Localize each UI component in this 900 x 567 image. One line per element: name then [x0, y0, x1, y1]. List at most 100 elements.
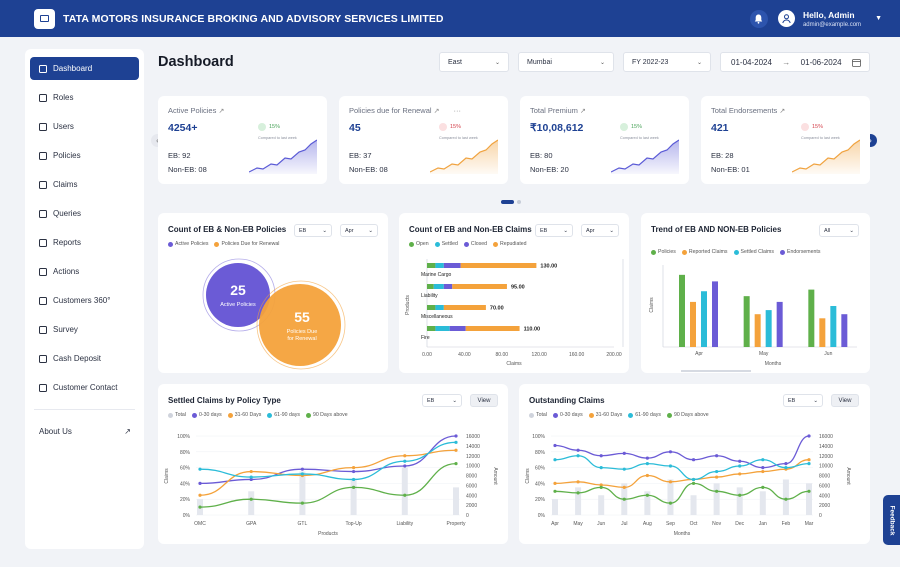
point-31-60-days-gpa[interactable]	[249, 469, 253, 474]
bar-liability-repudiated[interactable]	[452, 284, 507, 289]
city-select[interactable]: Mumbai ⌄	[518, 52, 614, 72]
point-31-60-days-nov[interactable]	[715, 475, 719, 479]
sidebar-item-queries[interactable]: Queries	[30, 202, 139, 225]
series-line-31-60-days[interactable]	[554, 459, 810, 489]
month-select[interactable]: Apr ⌄	[581, 224, 619, 237]
eb-select[interactable]: EB ⌄	[783, 394, 823, 407]
point-61-90-days-may[interactable]	[576, 454, 580, 458]
sidebar-item-users[interactable]: Users	[30, 115, 139, 138]
point-61-90-days-apr[interactable]	[553, 458, 557, 462]
series-line-0-30-days[interactable]	[554, 435, 810, 469]
point-61-90-days-jan[interactable]	[761, 458, 765, 462]
point-31-60-days-top-up[interactable]	[352, 466, 356, 470]
financial-year-select[interactable]: FY 2022-23 ⌄	[623, 52, 711, 72]
point-31-60-days-dec[interactable]	[738, 472, 742, 476]
point-90-days-above-dec[interactable]	[738, 493, 742, 497]
sidebar-item-actions[interactable]: Actions	[30, 260, 139, 283]
point-31-60-days-omc[interactable]	[198, 493, 202, 497]
point-61-90-days-jul[interactable]	[622, 467, 626, 471]
point-61-90-days-gtl[interactable]	[300, 472, 304, 476]
point-61-90-days-gpa[interactable]	[249, 475, 253, 479]
sidebar-item-cash-deposit[interactable]: Cash Deposit	[30, 347, 139, 370]
total-bar-feb[interactable]	[782, 479, 789, 515]
point-90-days-above-jul[interactable]	[622, 497, 626, 501]
month-select[interactable]: Apr ⌄	[340, 224, 378, 237]
point-31-60-days-jan[interactable]	[761, 469, 765, 474]
point-90-days-above-oct[interactable]	[691, 481, 696, 485]
point-90-days-above-may[interactable]	[576, 491, 580, 495]
sidebar-item-customers-360[interactable]: Customers 360°	[30, 289, 139, 312]
point-0-30-days-jul[interactable]	[622, 451, 626, 455]
point-0-30-days-nov[interactable]	[715, 454, 719, 458]
total-bar-jan[interactable]	[759, 491, 766, 515]
point-90-days-above-liability[interactable]	[403, 493, 407, 497]
total-bar-gtl[interactable]	[299, 471, 306, 515]
point-0-30-days-gtl[interactable]	[300, 467, 304, 471]
point-61-90-days-dec[interactable]	[738, 464, 742, 468]
bar-apr-endorsements[interactable]	[712, 281, 718, 347]
total-bar-dec[interactable]	[736, 487, 743, 515]
point-61-90-days-sep[interactable]	[668, 464, 673, 468]
point-31-60-days-may[interactable]	[576, 480, 580, 484]
point-61-90-days-feb[interactable]	[784, 466, 788, 470]
point-0-30-days-jun[interactable]	[599, 454, 603, 458]
point-90-days-above-apr[interactable]	[553, 489, 557, 493]
sidebar-item-roles[interactable]: Roles	[30, 86, 139, 109]
kpi-card-active-policies[interactable]: Active Policies ↗ 4254+ 15% Compared to las…	[158, 96, 327, 184]
notification-bell-icon[interactable]	[749, 9, 768, 28]
external-link-icon[interactable]: ↗	[433, 108, 440, 115]
bar-jun-policies[interactable]	[808, 289, 815, 347]
point-90-days-above-top-up[interactable]	[352, 485, 356, 489]
point-0-30-days-feb[interactable]	[784, 462, 788, 466]
sidebar-item-customer-contact[interactable]: Customer Contact	[30, 376, 139, 399]
user-avatar-icon[interactable]	[777, 10, 795, 27]
bar-jun-endorsements[interactable]	[841, 314, 848, 347]
series-line-31-60-days[interactable]	[199, 449, 457, 496]
series-line-90-days-above[interactable]	[554, 482, 810, 504]
point-31-60-days-property[interactable]	[454, 448, 458, 452]
point-0-30-days-property[interactable]	[454, 434, 458, 438]
total-bar-top-up[interactable]	[350, 479, 357, 515]
sidebar-item-dashboard[interactable]: Dashboard	[30, 57, 139, 80]
bar-jun-reported-claims[interactable]	[819, 318, 826, 347]
bar-may-endorsements[interactable]	[776, 301, 783, 347]
sidebar-item-policies[interactable]: Policies	[30, 144, 139, 167]
external-link-icon[interactable]: ↗	[218, 108, 225, 115]
bar-may-policies[interactable]	[743, 296, 750, 347]
bar-apr-policies[interactable]	[679, 274, 685, 347]
bar-miscellaneous-open[interactable]	[427, 305, 436, 310]
bar-marine-cargo-settled[interactable]	[435, 263, 444, 268]
user-menu-chevron-icon[interactable]: ▼	[875, 15, 882, 22]
total-bar-nov[interactable]	[713, 483, 720, 515]
bar-liability-closed[interactable]	[443, 284, 453, 289]
total-bar-jun[interactable]	[598, 495, 605, 515]
carousel-dot[interactable]	[517, 200, 521, 204]
total-bar-liability[interactable]	[401, 467, 408, 515]
point-0-30-days-dec[interactable]	[738, 459, 742, 463]
bar-fire-open[interactable]	[427, 326, 436, 331]
sidebar-item-reports[interactable]: Reports	[30, 231, 139, 254]
point-90-days-above-omc[interactable]	[198, 505, 202, 509]
bar-liability-open[interactable]	[427, 284, 434, 289]
point-0-30-days-oct[interactable]	[691, 458, 696, 462]
point-61-90-days-nov[interactable]	[715, 469, 719, 474]
point-31-60-days-jul[interactable]	[622, 485, 626, 489]
total-bar-may[interactable]	[575, 487, 582, 515]
bar-fire-closed[interactable]	[449, 326, 466, 331]
bar-marine-cargo-closed[interactable]	[443, 263, 461, 268]
app-logo-icon[interactable]	[34, 8, 55, 29]
more-icon[interactable]: ···	[453, 106, 462, 115]
bar-apr-settled-claims[interactable]	[701, 291, 707, 347]
sidebar-item-survey[interactable]: Survey	[30, 318, 139, 341]
series-line-61-90-days[interactable]	[199, 441, 457, 481]
total-bar-oct[interactable]	[690, 495, 697, 515]
point-31-60-days-jun[interactable]	[599, 483, 603, 487]
point-0-30-days-liability[interactable]	[403, 464, 407, 468]
point-0-30-days-top-up[interactable]	[352, 469, 356, 474]
point-31-60-days-mar[interactable]	[807, 458, 811, 462]
point-61-90-days-omc[interactable]	[198, 467, 202, 471]
point-0-30-days-gpa[interactable]	[249, 477, 253, 482]
feedback-tab[interactable]: Feedback	[883, 495, 900, 545]
eb-select[interactable]: EB ⌄	[422, 394, 462, 407]
total-bar-sep[interactable]	[667, 479, 674, 515]
